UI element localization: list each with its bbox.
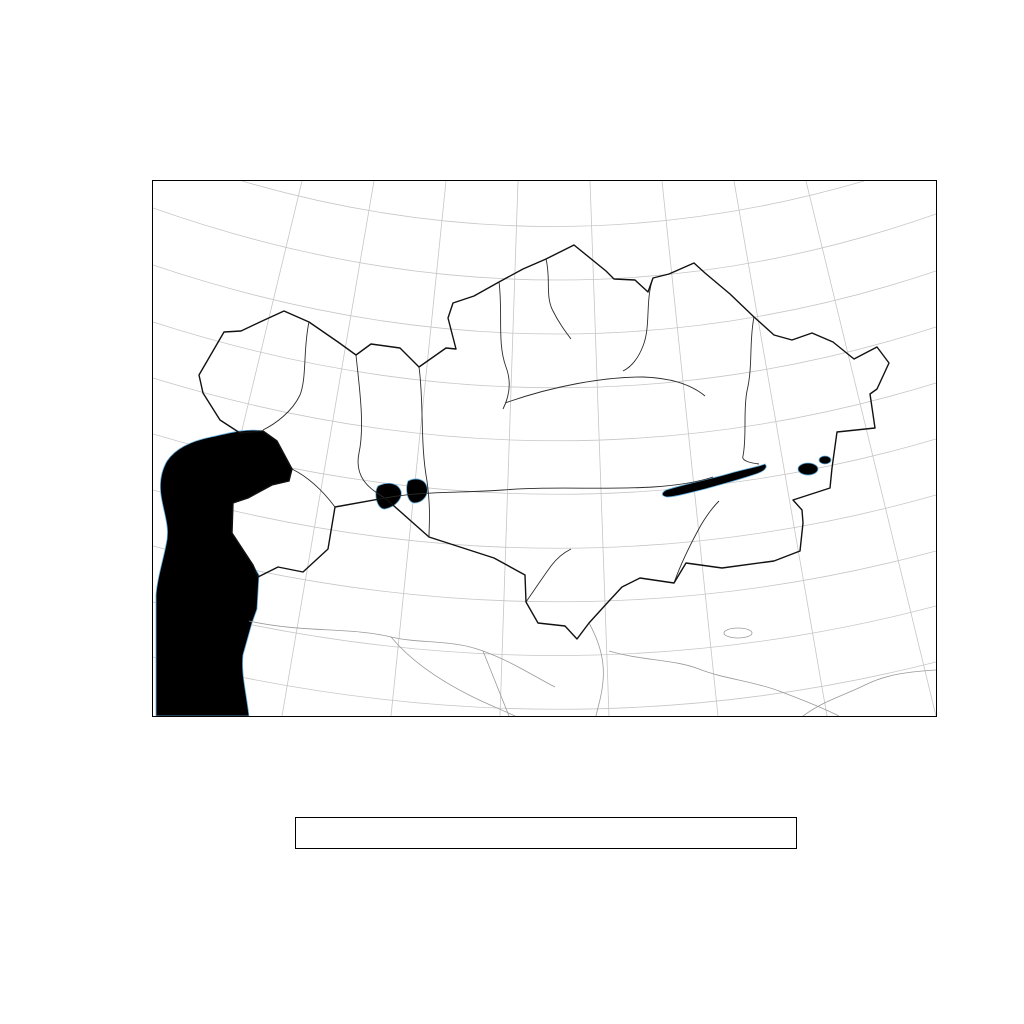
lake-alakol (797, 462, 819, 476)
run-times (925, 60, 938, 150)
map-svg (153, 181, 936, 716)
neighbor-borders (248, 620, 936, 716)
latitude-axis (40, 180, 146, 715)
water-bodies (155, 429, 832, 716)
colorbar-ticks (295, 853, 795, 869)
longitude-axis (152, 722, 935, 744)
kazakhstan-border (198, 244, 890, 640)
map-overlay (153, 181, 936, 716)
oblast-borders (262, 258, 760, 603)
title-block (152, 8, 170, 152)
colorbar (295, 817, 797, 849)
aral-sea-west (375, 482, 402, 510)
caspian-sea (155, 429, 293, 716)
lake-balkhash (661, 463, 767, 498)
lake-sasykkol (818, 455, 832, 465)
map-frame (152, 180, 937, 717)
